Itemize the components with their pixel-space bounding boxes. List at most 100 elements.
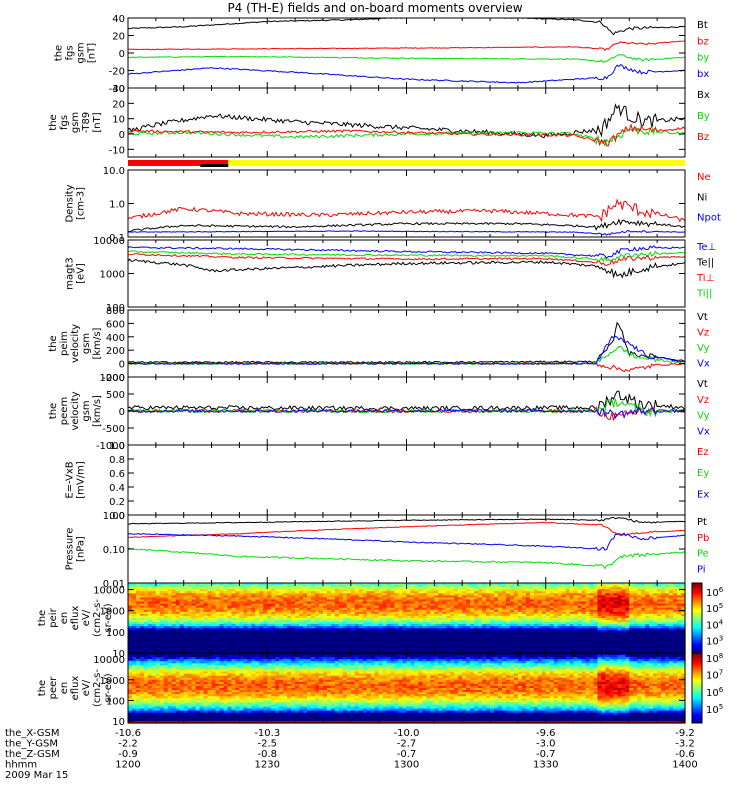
spectrogram-cell [470, 618, 475, 621]
spectrogram-cell [195, 622, 201, 625]
spectrogram-cell [151, 630, 157, 634]
spectrogram-cell [362, 589, 368, 592]
spectrogram-cell [374, 650, 380, 654]
spectrogram-cell [322, 628, 328, 631]
spectrogram-cell [167, 620, 173, 623]
spectrogram-cell [410, 585, 416, 588]
spectrogram-cell [267, 618, 272, 621]
spectrogram-cell [295, 591, 300, 594]
spectrogram-cell [247, 650, 252, 654]
spectrogram-cell [366, 615, 372, 619]
spectrogram-cell [414, 611, 420, 615]
spectrogram-cell [573, 587, 579, 590]
spectrogram-cell [398, 613, 404, 617]
spectrogram-cell [362, 632, 368, 636]
spectrogram-cell [406, 613, 412, 617]
spectrogram-cell [637, 609, 642, 613]
spectrogram-cell [342, 628, 348, 631]
spectrogram-cell [553, 585, 559, 588]
spectrogram-cell [609, 636, 614, 640]
spectrogram-cell [255, 605, 260, 609]
spectrogram-cell [314, 583, 320, 586]
spectrogram-cell [446, 622, 451, 625]
spectrogram-cell [501, 595, 507, 599]
spectrogram-cell [585, 646, 591, 650]
spectrogram-cell [486, 615, 491, 619]
spectrogram-cell [223, 611, 229, 615]
spectrogram-cell [334, 638, 340, 642]
spectrogram-cell [215, 585, 221, 588]
spectrogram-cell [533, 583, 539, 586]
spectrogram-cell [486, 650, 491, 654]
spectrogram-cell [243, 650, 248, 654]
spectrogram-cell [291, 587, 296, 590]
spectrogram-cell [434, 646, 439, 650]
spectrogram-cell [147, 583, 153, 586]
spectrogram-cell [478, 611, 483, 615]
spectrogram-cell [537, 587, 543, 590]
spectrogram-cell [581, 620, 587, 623]
spectrogram-cell [159, 587, 165, 590]
spectrogram-cell [366, 628, 372, 631]
spectrogram-cell [338, 650, 344, 654]
spectrogram-cell [414, 640, 420, 644]
spectrogram-cell [219, 620, 225, 623]
spectrogram-cell [537, 642, 543, 646]
spectrogram-cell [299, 620, 304, 623]
spectrogram-cell [617, 611, 622, 615]
spectrogram-cell [565, 591, 571, 594]
spectrogram-cell [645, 650, 650, 654]
spectrogram-cell [143, 630, 149, 634]
spectrogram-cell [553, 611, 559, 615]
spectrogram-cell [239, 605, 244, 609]
spectrogram-cell [295, 589, 300, 592]
spectrogram-cell [271, 591, 276, 594]
spectrogram-cell [338, 636, 344, 640]
spectrogram-cell [171, 620, 177, 623]
spectrogram-cell [318, 593, 324, 596]
spectrogram-cell [239, 583, 244, 586]
spectrogram-cell [251, 632, 256, 636]
spectrogram-cell [386, 624, 392, 627]
spectrogram-cell [434, 605, 439, 609]
spectrogram-cell [525, 650, 531, 654]
spectrogram-cell [143, 595, 149, 599]
figure-title: P4 (TH-E) fields and on-board moments ov… [227, 1, 523, 15]
spectrogram-cell [509, 644, 515, 648]
spectrogram-cell [163, 599, 169, 603]
spectrogram-cell [474, 636, 479, 640]
spectrogram-cell [573, 632, 579, 636]
spectrogram-cell [549, 638, 555, 642]
spectrogram-cell [486, 609, 491, 613]
spectrogram-cell [613, 640, 618, 644]
spectrogram-cell [446, 595, 451, 599]
spectrogram-cell [147, 650, 153, 654]
spectrogram-cell [553, 632, 559, 636]
spectrogram-cell [299, 585, 304, 588]
spectrogram-cell [402, 648, 408, 652]
spectrogram-cell [295, 624, 300, 627]
spectrogram-cell [418, 613, 424, 617]
spectrogram-cell [299, 591, 304, 594]
spectrogram-cell [414, 626, 420, 629]
spectrogram-cell [394, 595, 400, 599]
spectrogram-cell [589, 626, 595, 629]
spectrogram-cell [442, 624, 447, 627]
spectrogram-cell [414, 597, 420, 601]
y-axis-label: [mV/m] [76, 461, 87, 499]
spectrogram-cell [382, 626, 388, 629]
spectrogram-cell [402, 644, 408, 648]
spectrogram-cell [195, 646, 201, 650]
spectrogram-cell [295, 603, 300, 607]
spectrogram-cell [195, 624, 201, 627]
spectrogram-cell [259, 644, 264, 648]
spectrogram-cell [418, 628, 424, 631]
spectrogram-cell [557, 589, 563, 592]
spectrogram-cell [247, 640, 252, 644]
spectrogram-cell [498, 632, 503, 636]
spectrogram-cell [291, 603, 296, 607]
spectrogram-cell [366, 624, 372, 627]
spectrogram-cell [509, 601, 515, 605]
spectrogram-cell [219, 630, 225, 634]
spectrogram-cell [135, 622, 141, 625]
